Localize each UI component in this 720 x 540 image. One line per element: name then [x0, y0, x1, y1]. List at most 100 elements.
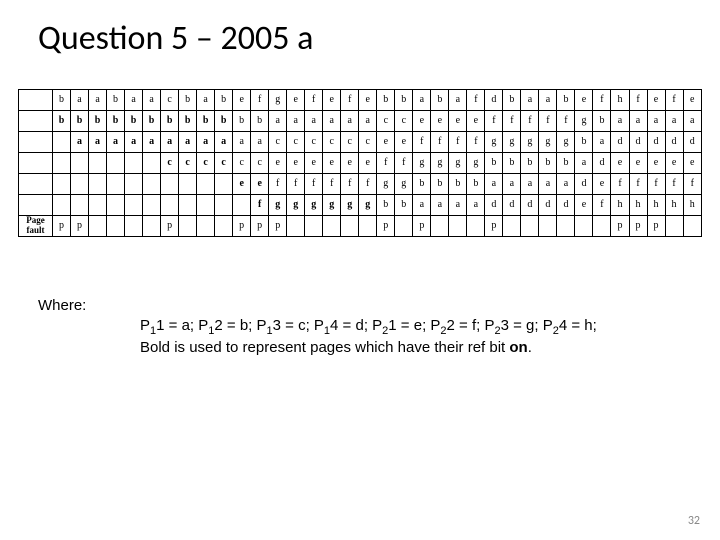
cell-empty — [89, 195, 107, 216]
cell-empty — [107, 174, 125, 195]
cell: b — [395, 90, 413, 111]
cell-empty — [89, 174, 107, 195]
cell: a — [431, 195, 449, 216]
cell: g — [377, 174, 395, 195]
cell: f — [395, 153, 413, 174]
cell: a — [413, 195, 431, 216]
cell: f — [305, 90, 323, 111]
cell: a — [323, 111, 341, 132]
cell: f — [593, 90, 611, 111]
cell: p — [161, 216, 179, 237]
cell: a — [287, 111, 305, 132]
cell: f — [359, 174, 377, 195]
cell: f — [287, 174, 305, 195]
cell: a — [143, 132, 161, 153]
cell: e — [287, 153, 305, 174]
cell: p — [251, 216, 269, 237]
cell-empty — [179, 174, 197, 195]
cell: c — [377, 111, 395, 132]
cell: b — [449, 174, 467, 195]
cell: p — [611, 216, 629, 237]
cell: b — [215, 90, 233, 111]
cell: b — [377, 90, 395, 111]
cell: c — [287, 132, 305, 153]
cell: a — [539, 174, 557, 195]
cell-empty — [161, 195, 179, 216]
cell: a — [233, 132, 251, 153]
cell: e — [629, 153, 647, 174]
cell: a — [683, 111, 701, 132]
cell: a — [467, 195, 485, 216]
cell — [125, 216, 143, 237]
cell: a — [251, 132, 269, 153]
cell: a — [665, 111, 683, 132]
cell: b — [377, 195, 395, 216]
cell: b — [521, 153, 539, 174]
cell — [89, 216, 107, 237]
cell: e — [449, 111, 467, 132]
cell: f — [629, 174, 647, 195]
cell — [449, 216, 467, 237]
cell: p — [269, 216, 287, 237]
cell: d — [575, 174, 593, 195]
cell: a — [143, 90, 161, 111]
table-container: baabaacbabefgefefebbabafdbaabefhfefebbbb… — [0, 59, 720, 237]
cell: f — [611, 174, 629, 195]
cell: e — [611, 153, 629, 174]
cell: b — [431, 90, 449, 111]
cell: b — [251, 111, 269, 132]
cell: f — [521, 111, 539, 132]
cell: b — [557, 90, 575, 111]
cell: f — [251, 195, 269, 216]
cell: h — [611, 195, 629, 216]
cell: b — [179, 111, 197, 132]
cell: e — [683, 153, 701, 174]
cell-empty — [233, 195, 251, 216]
cell: e — [233, 174, 251, 195]
cell: g — [269, 195, 287, 216]
cell: d — [611, 132, 629, 153]
cell: a — [71, 90, 89, 111]
where-body: P11 = a; P12 = b; P13 = c; P14 = d; P21 … — [0, 314, 720, 358]
cell — [503, 216, 521, 237]
cell: b — [107, 111, 125, 132]
cell: a — [611, 111, 629, 132]
cell: c — [197, 153, 215, 174]
cell: p — [629, 216, 647, 237]
cell-empty — [179, 195, 197, 216]
cell: g — [359, 195, 377, 216]
cell: f — [413, 132, 431, 153]
cell: b — [215, 111, 233, 132]
cell: b — [107, 90, 125, 111]
cell: a — [521, 90, 539, 111]
cell-empty — [53, 153, 71, 174]
cell — [341, 216, 359, 237]
cell: d — [593, 153, 611, 174]
cell: a — [413, 90, 431, 111]
cell: e — [683, 90, 701, 111]
cell: e — [323, 90, 341, 111]
cell: g — [503, 132, 521, 153]
cell: b — [71, 111, 89, 132]
cell: b — [539, 153, 557, 174]
cell: b — [395, 195, 413, 216]
cell — [539, 216, 557, 237]
cell: a — [629, 111, 647, 132]
cell: e — [305, 153, 323, 174]
row-label — [19, 111, 53, 132]
row-label — [19, 90, 53, 111]
cell: b — [413, 174, 431, 195]
cell: d — [539, 195, 557, 216]
cell: a — [521, 174, 539, 195]
cell: c — [233, 153, 251, 174]
cell: a — [197, 132, 215, 153]
cell: g — [323, 195, 341, 216]
cell: h — [683, 195, 701, 216]
cell — [395, 216, 413, 237]
cell: f — [485, 111, 503, 132]
cell: a — [161, 132, 179, 153]
cell: g — [431, 153, 449, 174]
cell: d — [485, 195, 503, 216]
cell: c — [323, 132, 341, 153]
cell: f — [539, 111, 557, 132]
